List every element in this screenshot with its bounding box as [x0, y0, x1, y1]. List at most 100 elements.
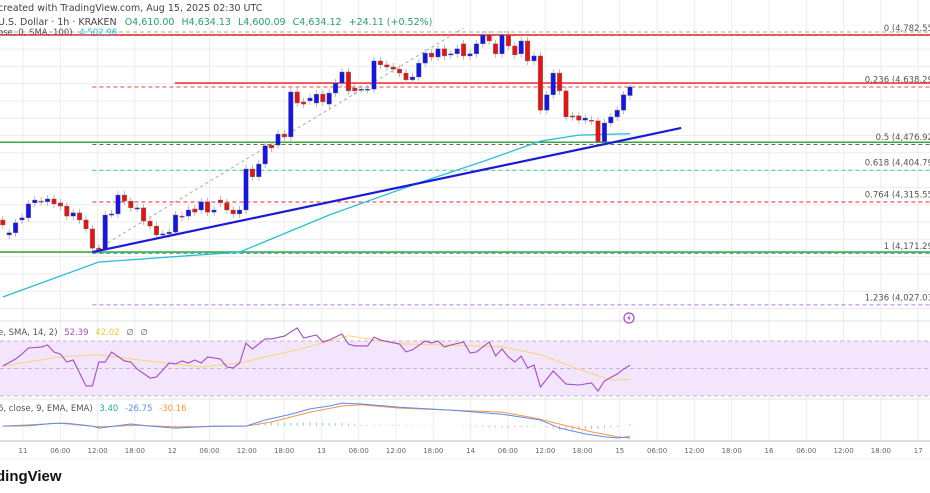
candle-bullish — [115, 194, 121, 215]
macd-value: -26.75 — [125, 404, 152, 414]
time-tick-label: 12:00 — [237, 447, 257, 455]
candle-bullish — [25, 203, 31, 219]
candle-bullish — [614, 109, 620, 118]
time-tick-label: 12:00 — [535, 447, 555, 455]
candle-bearish — [153, 225, 159, 236]
candle-bearish — [294, 91, 300, 104]
candle-bearish — [569, 115, 575, 118]
candle-bullish — [531, 55, 537, 62]
candle-bullish — [409, 76, 415, 81]
candle-bullish — [365, 88, 371, 91]
sma-label: ose, 0, SMA, 100) — [0, 28, 73, 38]
rsi-extra-1: ∅ — [126, 328, 133, 338]
candle-bearish — [205, 201, 211, 213]
candle-bullish — [333, 82, 339, 94]
candle-bearish — [512, 45, 518, 56]
candle-bullish — [198, 201, 204, 211]
rsi-line — [2, 327, 631, 392]
candle-bullish — [371, 60, 377, 90]
macd-legend[interactable]: 6, close, 9, EMA, EMA) 3.40 -26.75 -30.1… — [0, 404, 187, 414]
candle-bullish — [550, 72, 556, 96]
macd-hist-value: 3.40 — [99, 404, 118, 414]
symbol-name: U.S. Dollar · 1h · KRAKEN — [0, 17, 117, 28]
candle-bearish — [384, 64, 390, 68]
candle-bullish — [627, 86, 633, 96]
time-tick-label: 18:00 — [125, 447, 145, 455]
candle-bearish — [77, 212, 83, 221]
candle-bullish — [102, 214, 108, 251]
candle-bullish — [454, 48, 460, 55]
candle-bearish — [269, 144, 275, 149]
price-change: +24.11 (+0.52%) — [349, 17, 433, 28]
candle-bullish — [499, 34, 505, 55]
candle-bearish — [230, 209, 236, 215]
macd-line — [2, 402, 631, 439]
rsi-signal-line — [2, 335, 631, 381]
candle-bearish — [377, 60, 383, 66]
time-tick-label: 17 — [914, 447, 923, 455]
candle-bullish — [608, 116, 614, 124]
time-tick-label: 12:00 — [834, 447, 854, 455]
candle-bearish — [563, 90, 569, 118]
rsi-signal-value: 42.02 — [95, 328, 119, 338]
candle-bearish — [128, 200, 134, 209]
lightning-icon[interactable] — [623, 312, 635, 324]
time-tick-label: 18:00 — [572, 447, 592, 455]
time-tick-label: 18:00 — [274, 447, 294, 455]
candle-bearish — [493, 43, 499, 55]
time-tick-label: 06:00 — [50, 447, 70, 455]
candle-bearish — [320, 93, 326, 103]
candle-bullish — [70, 212, 76, 217]
sma-value: 4,502.96 — [79, 28, 117, 38]
macd-pane[interactable] — [2, 402, 631, 439]
candle-bullish — [32, 199, 38, 204]
rsi-legend[interactable]: e, SMA, 14, 2) 52.39 42.02 ∅ ∅ — [0, 328, 148, 338]
time-axis[interactable]: 11 06:00 12:00 18:00 12 06:00 12:00 18:00 13 06:0… — [19, 447, 923, 455]
fib-level-label: 0.236 (4,638.29 — [865, 75, 930, 85]
candle-bullish — [435, 48, 441, 58]
candle-bullish — [518, 40, 524, 55]
candle-bullish — [480, 34, 486, 45]
candle-bearish — [576, 115, 582, 121]
candle-bearish — [51, 198, 57, 205]
candle-bearish — [390, 66, 396, 70]
candle-bullish — [307, 97, 313, 102]
candle-bearish — [147, 220, 153, 227]
candle-bullish — [473, 43, 479, 55]
candle-bullish — [160, 233, 166, 236]
ohlc-high: H4,634.13 — [182, 17, 231, 28]
candle-bullish — [275, 133, 281, 146]
candle-bullish — [467, 53, 473, 57]
candle-bullish — [601, 122, 607, 143]
created-caption: created with TradingView.com, Aug 15, 20… — [0, 3, 263, 14]
candle-bullish — [6, 232, 12, 236]
candle-bearish — [121, 194, 127, 202]
candle-bearish — [397, 68, 403, 74]
candle-bullish — [173, 214, 179, 233]
time-tick-label: 15 — [615, 447, 624, 455]
candle-bearish — [537, 55, 543, 111]
candle-bearish — [301, 101, 307, 105]
candle-bullish — [326, 92, 332, 105]
rsi-extra-2: ∅ — [140, 328, 147, 338]
candle-bearish — [217, 199, 223, 204]
candle-bearish — [141, 207, 147, 222]
sma-legend[interactable]: ose, 0, SMA, 100) 4,502.96 — [0, 28, 117, 38]
fib-level-label: 0.764 (4,315.55 — [865, 191, 930, 201]
candle-bearish — [64, 205, 70, 217]
candle-bearish — [525, 40, 531, 62]
time-tick-label: 18:00 — [722, 447, 742, 455]
candle-bullish — [19, 217, 25, 221]
candle-bearish — [352, 87, 358, 92]
candle-bearish — [83, 219, 89, 230]
rsi-pane[interactable] — [0, 327, 930, 397]
price-pane[interactable]: 0 (4,782.55 0.236 (4,638.29 0.5 (4,476.92 0… — [0, 24, 930, 306]
time-tick-label: 14 — [466, 447, 475, 455]
candle-bearish — [179, 215, 185, 218]
candle-bullish — [185, 209, 191, 217]
candle-bearish — [595, 120, 601, 143]
candle-bearish — [486, 34, 492, 42]
candle-bearish — [345, 71, 351, 92]
candle-bullish — [134, 207, 140, 210]
